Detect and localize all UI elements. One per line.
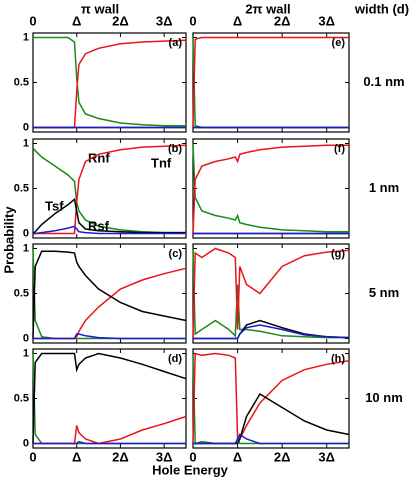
column-title: 2π wall — [245, 1, 290, 16]
y-tick-label: 0.5 — [14, 287, 29, 299]
series-line — [192, 247, 350, 339]
panel-label: (a) — [169, 37, 183, 49]
series-label: Tnf — [151, 155, 172, 170]
x-tick-label: 2Δ — [274, 449, 291, 464]
y-tick-label: 0.5 — [14, 392, 29, 404]
panel-label: (g) — [331, 248, 345, 260]
x-tick-label: Δ — [72, 449, 81, 464]
x-tick-label: 2Δ — [112, 13, 129, 28]
series-label: Rsf — [88, 218, 110, 233]
row-label: 5 nm — [369, 285, 399, 300]
panel-frame — [32, 243, 187, 344]
series-line — [192, 144, 349, 234]
panel-label: (e) — [332, 37, 346, 49]
series-line — [192, 352, 350, 444]
y-tick-label: 0.5 — [14, 76, 29, 88]
series-line — [193, 433, 349, 445]
y-tick-label: 1 — [23, 242, 29, 254]
series-line — [192, 143, 349, 233]
panel-label: (f) — [334, 143, 345, 155]
y-tick-label: 1 — [23, 137, 29, 149]
y-tick-label: 0 — [23, 332, 29, 344]
panel-frame — [32, 32, 187, 133]
y-tick-label: 0 — [23, 227, 29, 239]
series-line — [33, 36, 186, 127]
x-tick-label: 3Δ — [156, 13, 173, 28]
x-tick-label: 3Δ — [318, 13, 335, 28]
row-label: 10 nm — [365, 390, 403, 405]
series-line — [193, 392, 350, 445]
x-tick-label: 0 — [29, 449, 36, 464]
panel-frame — [192, 243, 350, 344]
width-title: width (d) — [354, 1, 409, 16]
y-tick-label: 1 — [23, 31, 29, 43]
series-line — [193, 324, 350, 340]
panel-label: (d) — [168, 353, 182, 365]
series-line — [192, 37, 349, 129]
x-tick-label: 0 — [29, 13, 36, 28]
series-line — [33, 225, 186, 235]
panel-frame — [32, 348, 187, 449]
series-line — [192, 36, 349, 128]
series-line — [33, 333, 186, 340]
series-line — [33, 415, 187, 445]
series-line — [193, 319, 350, 340]
series-label: Rnf — [88, 150, 110, 165]
y-tick-label: 0 — [23, 437, 29, 449]
x-tick-label: Δ — [233, 449, 242, 464]
series-line — [33, 39, 187, 129]
panel-frame — [192, 32, 350, 133]
series-line — [32, 250, 187, 339]
y-tick-label: 1 — [23, 347, 29, 359]
row-label: 1 nm — [369, 180, 399, 195]
series-label: Tsf — [45, 198, 64, 213]
row-label: 0.1 nm — [363, 74, 404, 89]
series-line — [33, 267, 187, 340]
x-tick-label: 0 — [189, 13, 196, 28]
x-tick-label: 3Δ — [156, 449, 173, 464]
series-line — [33, 440, 186, 445]
series-line — [32, 353, 186, 445]
x-tick-label: Δ — [72, 13, 81, 28]
x-tick-label: 2Δ — [274, 13, 291, 28]
y-axis-label: Probability — [1, 206, 16, 274]
series-line — [32, 248, 186, 340]
x-tick-label: 2Δ — [112, 449, 129, 464]
panel-label: (b) — [168, 143, 182, 155]
series-line — [32, 352, 187, 444]
panel-label: (c) — [169, 248, 183, 260]
y-tick-label: 0 — [23, 121, 29, 133]
y-tick-label: 0.5 — [14, 182, 29, 194]
column-title: π wall — [81, 1, 119, 16]
panel-frame — [192, 138, 350, 239]
x-tick-label: Δ — [233, 13, 242, 28]
x-tick-label: 3Δ — [318, 449, 335, 464]
series-line — [32, 197, 186, 235]
x-axis-label: Hole Energy — [152, 462, 229, 477]
panel-label: (h) — [331, 353, 345, 365]
series-line — [32, 147, 186, 234]
series-line — [33, 144, 187, 235]
x-tick-label: 0 — [189, 449, 196, 464]
